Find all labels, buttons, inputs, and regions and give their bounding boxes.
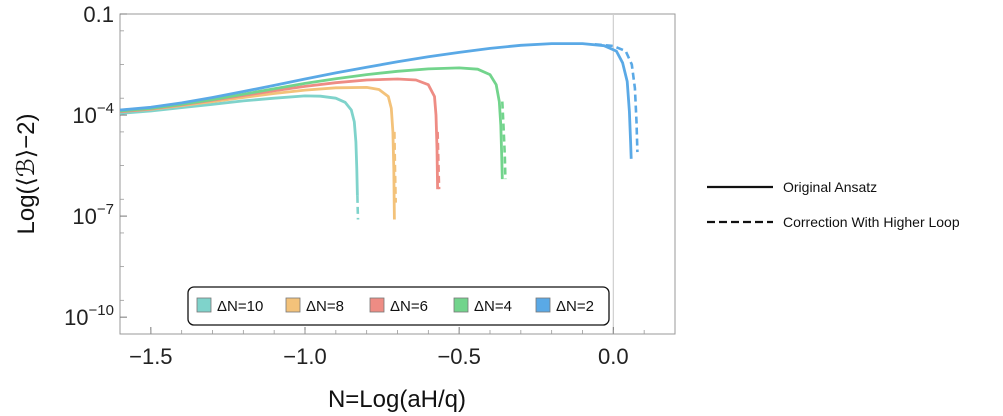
style-legend: Original Ansatz Correction With Higher Lo…	[707, 179, 960, 230]
legend-label-dn4: ΔN=4	[474, 298, 512, 315]
x-axis-title: N=Log(aH/q)	[328, 386, 466, 413]
style-legend-label: Correction With Higher Loop	[783, 214, 960, 230]
x-tick-label: −1.0	[283, 344, 326, 369]
legend-swatch-dn2	[535, 297, 551, 313]
series-dn10-dashed-line	[356, 195, 360, 220]
style-legend-label: Original Ansatz	[783, 179, 877, 195]
legend-label-dn10: ΔN=10	[217, 298, 263, 315]
legend-label-dn8: ΔN=8	[306, 298, 344, 315]
series-dn4-dashed-line	[501, 101, 507, 180]
legend-swatch-dn6	[369, 297, 385, 313]
legend-swatch-dn10	[196, 297, 212, 313]
series-dn4-solid-line	[120, 66, 504, 180]
x-tick-label: −0.5	[437, 344, 480, 369]
x-tick-label: 0.0	[598, 344, 629, 369]
y-tick-label: 0.1	[83, 2, 114, 27]
x-tick-label: −1.5	[129, 344, 172, 369]
series-legend: ΔN=10 ΔN=8 ΔN=6 ΔN=4 ΔN=2	[187, 286, 610, 326]
y-axis-ticks: 0.1 10−4 10−7 10−10	[64, 2, 127, 335]
x-axis-ticks: −1.5 −1.0 −0.5 0.0	[119, 327, 676, 369]
legend-swatch-dn4	[453, 297, 469, 313]
y-tick-label: 10−10	[64, 302, 114, 330]
legend-label-dn2: ΔN=2	[556, 298, 594, 315]
series-dn2-dashed-line	[594, 43, 639, 153]
legend-label-dn6: ΔN=6	[390, 298, 428, 315]
series-legend-box	[187, 286, 610, 326]
series-layer	[120, 42, 639, 220]
series-dn6-solid-line	[120, 77, 439, 190]
series-dn2-solid-line	[120, 42, 633, 159]
y-tick-label: 10−4	[72, 100, 114, 128]
y-axis-title: Log(⟨ℬ⟩−2)	[13, 114, 40, 235]
y-tick-label: 10−7	[72, 201, 114, 229]
legend-swatch-dn8	[285, 297, 301, 313]
series-dn10-solid-line	[120, 94, 359, 196]
